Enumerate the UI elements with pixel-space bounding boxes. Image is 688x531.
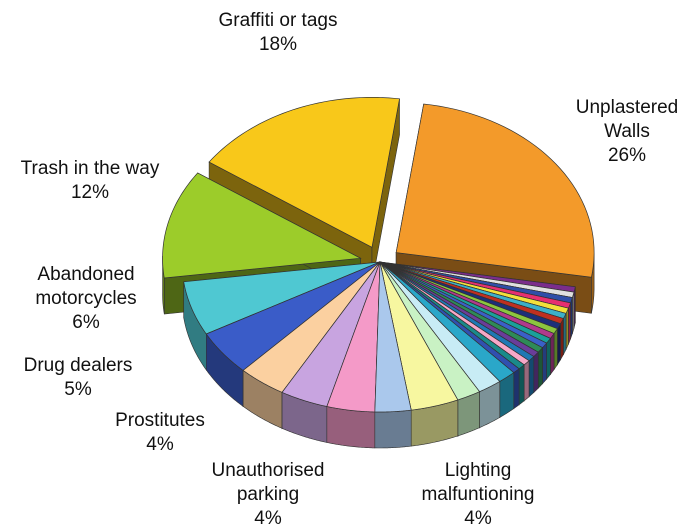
pie-slice-top <box>374 261 412 413</box>
pie-slices <box>162 96 595 449</box>
slice-label-line: Graffiti or tags <box>219 10 338 31</box>
pie-slice-rim <box>550 332 555 376</box>
pie-slice-top <box>242 261 381 393</box>
pie-slice-rim <box>542 342 547 385</box>
slice-percent: 18% <box>259 34 297 55</box>
slice-label-line: malfuntioning <box>421 484 534 505</box>
pie-slice-top <box>379 261 548 349</box>
pie-slice-rim <box>528 355 535 398</box>
pie-labels: Graffiti or tags 18% Unplastered Walls 26% Tr… <box>21 10 679 529</box>
pie-slice-top <box>379 261 539 357</box>
slice-label-unplastered-walls: Unplastered Walls 26% <box>576 97 678 166</box>
pie-slice-top <box>379 261 535 362</box>
pie-slice-top <box>281 261 381 407</box>
pie-slice-rim <box>374 409 412 449</box>
pie-slice-top <box>326 261 381 413</box>
slice-label-unauthorised-parking: Unauthorised parking 4% <box>211 460 324 529</box>
slice-percent: 26% <box>608 145 646 166</box>
slice-label-line: Abandoned <box>37 264 134 285</box>
slice-label-line: motorcycles <box>35 288 136 309</box>
slice-label-line: Drug dealers <box>24 355 133 376</box>
slice-percent: 5% <box>64 379 92 400</box>
pie-slice-rim <box>563 313 567 355</box>
slice-label-prostitutes: Prostitutes 4% <box>115 410 205 455</box>
pie-slice-rim <box>518 364 525 406</box>
pie-slice-top <box>379 261 481 401</box>
pie-slice-rim <box>513 368 520 410</box>
pie-slice-rim <box>326 406 376 449</box>
pie-slice-top <box>379 261 515 382</box>
pie-slice-rim <box>560 318 564 361</box>
slice-label-trash-in-the-way: Trash in the way 12% <box>21 158 160 203</box>
slice-label-line: Lighting <box>445 460 512 481</box>
pie-slice-rim <box>568 302 571 345</box>
slice-percent: 12% <box>71 182 109 203</box>
slice-label-lighting-malfuntioning: Lighting malfuntioning 4% <box>421 460 534 529</box>
slice-label-line: Trash in the way <box>21 158 160 179</box>
pie-slice-rim <box>557 323 561 366</box>
slice-label-drug-dealers: Drug dealers 5% <box>24 355 133 400</box>
pie-slice-top <box>379 261 525 370</box>
pie-slice-rim <box>523 360 530 402</box>
slice-label-line: Walls <box>604 121 650 142</box>
pie-slice-top <box>379 261 551 344</box>
slice-label-line: Prostitutes <box>115 410 205 431</box>
pie-slice-top <box>379 261 501 393</box>
slice-percent: 6% <box>72 312 100 333</box>
slice-label-line: Unplastered <box>576 97 678 118</box>
pie-slice-small-category-22 <box>374 261 412 449</box>
pie-slice-top <box>205 261 381 371</box>
slice-label-abandoned-motorcycles: Abandoned motorcycles 6% <box>35 264 136 333</box>
pie-slice-top <box>379 261 544 353</box>
slice-percent: 4% <box>146 434 174 455</box>
pie-slice-top <box>379 261 520 374</box>
slice-label-line: parking <box>237 484 299 505</box>
pie-slice-rim <box>553 327 558 371</box>
pie-slice-top <box>379 261 530 366</box>
slice-percent: 4% <box>464 508 492 529</box>
pie-slice-top <box>183 261 381 335</box>
pie-slice-rim <box>565 308 569 350</box>
slice-label-line: Unauthorised <box>211 460 324 481</box>
pie-slice-top <box>379 261 555 339</box>
slice-percent: 4% <box>254 508 282 529</box>
pie-slice-rim <box>546 337 551 380</box>
pie-slice-rim <box>537 346 543 389</box>
pie-slice-top <box>208 96 400 248</box>
slice-label-graffiti-or-tags: Graffiti or tags 18% <box>219 10 338 55</box>
pie-slice-top <box>379 261 459 411</box>
pie-slice-top <box>395 103 595 278</box>
pie-slice-top <box>162 172 362 279</box>
pie-slice-rim <box>533 351 539 394</box>
